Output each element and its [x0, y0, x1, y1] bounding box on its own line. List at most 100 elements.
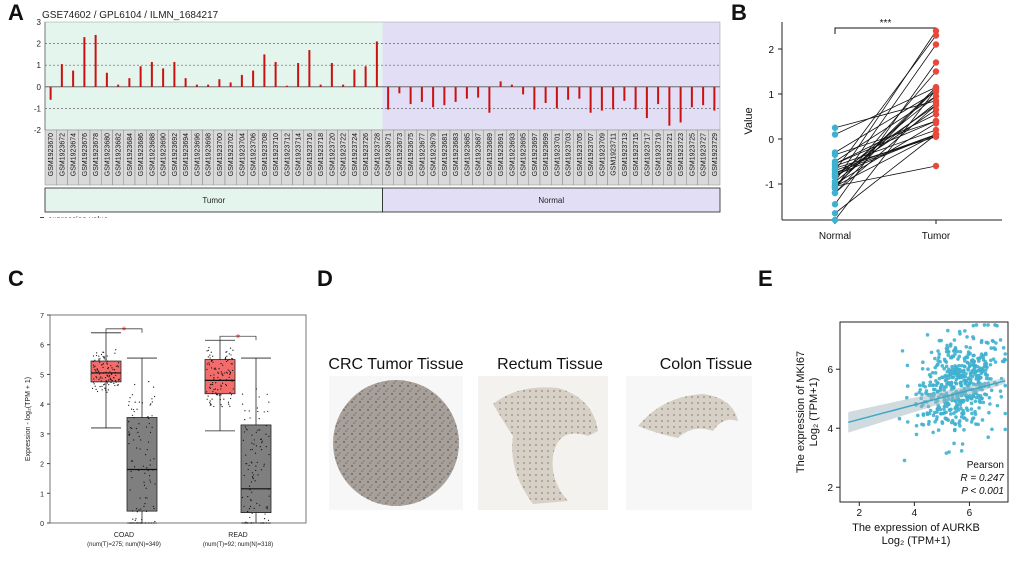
y-axis-label: Expression - log₂(TPM + 1) — [25, 377, 32, 461]
sample-label-GSM1923671: GSM1923671 — [386, 133, 393, 176]
COAD-tumor-jitter-point — [101, 389, 103, 391]
scatter-point — [958, 423, 962, 428]
x-tick-label: Tumor — [922, 231, 951, 242]
sample-label-box — [708, 129, 721, 186]
bar-GSM1923721 — [668, 86, 671, 126]
scatter-point — [950, 354, 955, 359]
COAD-normal-jitter-point — [136, 511, 138, 513]
sample-label-GSM1923682: GSM1923682 — [116, 133, 123, 176]
COAD-tumor-jitter-point — [98, 378, 100, 380]
COAD-normal-jitter-point — [144, 472, 146, 474]
COAD-tumor-jitter-point — [106, 360, 109, 362]
COAD-tumor-jitter-point — [115, 365, 118, 367]
scatter-point — [988, 402, 992, 406]
COAD-tumor-jitter-point — [104, 389, 107, 391]
scatter-point — [984, 340, 989, 345]
COAD-normal-jitter-point — [151, 401, 153, 403]
pair-line — [834, 89, 937, 187]
scatter-point — [935, 415, 939, 419]
READ-tumor-jitter-point — [228, 376, 230, 378]
COAD-normal-jitter-point — [144, 454, 147, 456]
scatter-point — [971, 335, 975, 339]
COAD-normal-jitter-point — [143, 481, 145, 483]
READ-tumor-jitter-point — [209, 404, 212, 406]
READ-normal-jitter-point — [260, 469, 263, 471]
COAD-tumor-jitter-point — [99, 386, 101, 388]
READ-normal-jitter-point — [268, 401, 270, 403]
READ-normal-jitter-point — [250, 449, 252, 451]
READ-tumor-jitter-point — [215, 368, 217, 370]
COAD-normal-jitter-point — [148, 422, 150, 425]
COAD-tumor-jitter-point — [115, 349, 117, 351]
scatter-point — [958, 349, 963, 354]
COAD-tumor-jitter-point — [112, 368, 114, 371]
scatter-point — [946, 353, 951, 358]
panel-label-d: D — [317, 266, 333, 291]
COAD-normal-jitter-point — [139, 522, 141, 524]
scatter-point — [947, 407, 952, 412]
bar-GSM1923705 — [578, 86, 581, 99]
scatter-point — [982, 323, 987, 327]
READ-normal-jitter-point — [263, 411, 265, 413]
COAD-normal-jitter-point — [133, 439, 135, 441]
COAD-normal-jitter-point — [133, 410, 135, 413]
bar-GSM1923671 — [387, 86, 390, 110]
scatter-point — [955, 349, 960, 354]
scatter-point — [959, 449, 964, 453]
scatter-point — [942, 366, 946, 371]
scatter-point — [937, 352, 942, 356]
scatter-point — [966, 376, 971, 380]
scatter-point — [920, 366, 925, 371]
READ-normal-jitter-point — [265, 446, 267, 448]
COAD-normal-jitter-point — [132, 522, 134, 524]
scatter-point — [963, 329, 967, 333]
y-axis-label: The expression of MKI67 — [795, 351, 807, 473]
sample-label-GSM1923703: GSM1923703 — [566, 133, 573, 176]
bar-GSM1923690 — [162, 68, 165, 87]
pair-line — [834, 134, 937, 187]
scatter-point — [929, 350, 934, 355]
bar-GSM1923702 — [229, 82, 232, 87]
x-axis-label: The expression of AURKB — [852, 522, 980, 534]
bar-GSM1923670 — [49, 86, 52, 100]
COAD-tumor-jitter-point — [117, 362, 120, 364]
COAD-normal-jitter-point — [143, 505, 145, 508]
sample-label-GSM1923705: GSM1923705 — [577, 133, 584, 176]
COAD-normal-jitter-point — [140, 508, 142, 510]
READ-normal-jitter-point — [259, 522, 262, 524]
sample-label-GSM1923698: GSM1923698 — [206, 133, 213, 176]
COAD-tumor-jitter-point — [100, 376, 102, 378]
READ-tumor-jitter-point — [228, 358, 230, 360]
normal-point — [831, 201, 839, 208]
READ-tumor-jitter-point — [220, 371, 222, 373]
sample-label-GSM1923715: GSM1923715 — [633, 133, 640, 176]
READ-bracket — [219, 335, 257, 341]
READ-normal-jitter-point — [249, 489, 251, 491]
READ-tumor-jitter-point — [207, 349, 209, 351]
READ-tumor-jitter-point — [220, 388, 222, 390]
COAD-tumor-jitter-point — [101, 385, 103, 387]
READ-normal-jitter-point — [259, 504, 261, 506]
tissue-title-crc: CRC Tumor Tissue — [328, 356, 464, 373]
scatter-point — [954, 377, 959, 382]
scatter-point — [928, 380, 933, 384]
READ-tumor-jitter-point — [225, 371, 227, 373]
scatter-point — [970, 369, 974, 373]
sample-label-GSM1923699: GSM1923699 — [543, 133, 550, 176]
scatter-point — [902, 458, 907, 463]
panel-b-paired-plot: -1 0 1 2 Value Normal Tumor *** — [743, 18, 1002, 242]
COAD-normal-jitter-point — [134, 383, 136, 386]
sample-label-GSM1923680: GSM1923680 — [104, 133, 111, 176]
scatter-point — [948, 342, 953, 346]
COAD-normal-jitter-point — [150, 522, 152, 524]
READ-tumor-jitter-point — [223, 398, 225, 400]
READ-normal-jitter-point — [256, 407, 259, 409]
scatter-point — [988, 362, 993, 367]
tumor-point — [932, 32, 940, 39]
scatter-point — [905, 384, 910, 388]
READ-tumor-jitter-point — [206, 391, 208, 393]
READ-normal-jitter-point — [251, 472, 253, 474]
COAD-tumor-jitter-point — [105, 358, 107, 360]
scatter-point — [979, 352, 984, 357]
READ-tumor-jitter-point — [222, 382, 224, 384]
